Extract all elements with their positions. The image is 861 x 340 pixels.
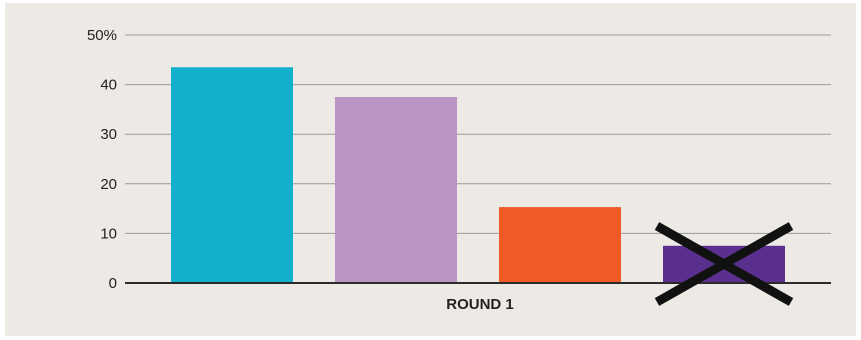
y-tick-label: 40	[100, 77, 117, 94]
bar	[335, 97, 457, 283]
bars	[171, 67, 785, 284]
x-axis-label: ROUND 1	[446, 296, 514, 313]
bar	[499, 207, 621, 283]
y-tick-label: 20	[100, 176, 117, 193]
y-tick-label: 30	[100, 126, 117, 143]
eliminated-cross-mark	[654, 222, 794, 306]
y-tick-label: 10	[100, 225, 117, 242]
y-axis-tick-labels: 0 10 20 30 40 50%	[87, 27, 117, 292]
y-tick-label: 50%	[87, 27, 117, 44]
y-tick-label: 0	[109, 275, 117, 292]
bar	[171, 67, 293, 284]
cross-stroke	[654, 222, 794, 306]
